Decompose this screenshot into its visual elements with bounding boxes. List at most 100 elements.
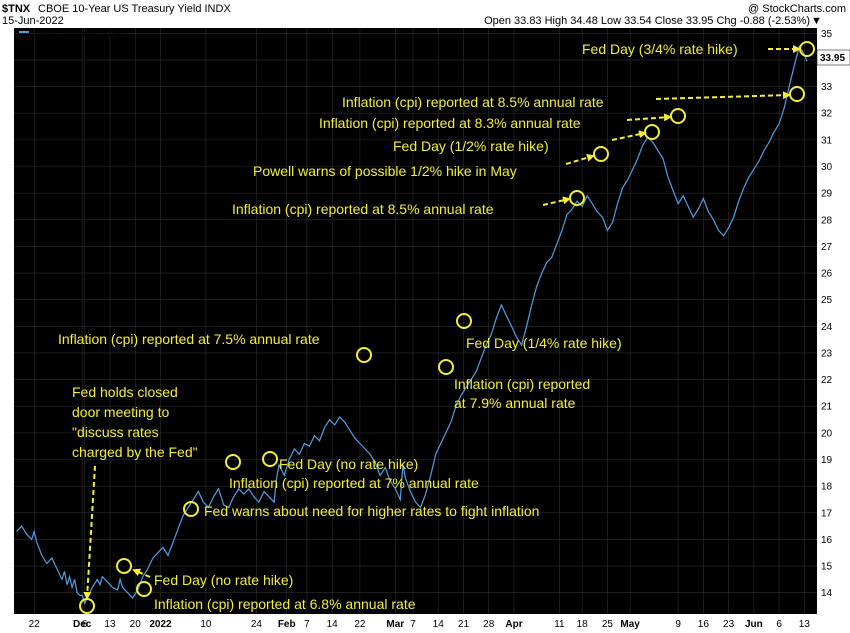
x-tick-label: 2022 — [149, 619, 172, 630]
annotation-arrow — [132, 568, 151, 578]
last-value-label: 33.95 — [820, 53, 845, 64]
x-tick-label: 28 — [483, 619, 495, 630]
series-line-tnx — [16, 45, 808, 605]
x-tick-label: 7 — [410, 619, 416, 630]
x-tick-label: 7 — [304, 619, 310, 630]
x-tick-label: Feb — [278, 619, 296, 630]
x-tick-label: 14 — [433, 619, 445, 630]
x-tick-label: 6 — [82, 619, 88, 630]
legend-label: $TNX (60 min) 33.95 — [32, 28, 125, 39]
x-tick-label: 13 — [104, 619, 116, 630]
symbol-label: $TNX — [2, 3, 31, 15]
annotation-text: Powell warns of possible 1/2% hike in Ma… — [253, 163, 517, 179]
x-tick-label: 22 — [354, 619, 366, 630]
grid-lines — [14, 28, 817, 614]
annotation-circle — [356, 347, 372, 363]
annotation-text: Fed Day (no rate hike) — [154, 572, 293, 588]
y-tick-label: 20 — [821, 428, 833, 439]
annotation-text: Inflation (cpi) reported at 8.5% annual … — [342, 94, 604, 110]
annotation-text: Inflation (cpi) reported at 6.8% annual … — [154, 596, 416, 612]
y-axis: 14 15 16 17 18 19 20 21 22 23 24 25 26 27 28 29 30 31 32 33… — [821, 29, 833, 599]
annotation-arrow — [626, 113, 672, 122]
y-tick-label: 25 — [821, 295, 833, 306]
x-tick-label: 10 — [200, 619, 212, 630]
annotation-circle — [456, 313, 472, 329]
annotation-text: Inflation (cpi) reported at 7.5% annual … — [58, 331, 320, 347]
y-tick-label: 16 — [821, 535, 833, 546]
x-tick-label: 6 — [776, 619, 782, 630]
annotation-circle — [136, 581, 152, 597]
y-tick-label: 23 — [821, 348, 833, 359]
annotation-circle — [438, 359, 454, 375]
x-tick-label: 16 — [698, 619, 710, 630]
change-down-icon: ▼ — [811, 15, 822, 27]
annotation-text: "discuss rates — [72, 424, 159, 440]
x-tick-label: 23 — [723, 619, 735, 630]
annotation-arrow — [83, 465, 96, 600]
annotation-circle — [116, 558, 132, 574]
y-tick-label: 32 — [821, 109, 833, 120]
annotation-arrow — [655, 91, 791, 100]
plot-area — [14, 28, 817, 614]
x-tick-label: 20 — [130, 619, 142, 630]
y-tick-label: 30 — [821, 162, 833, 173]
annotations: Fed Day (3/4% rate hike) Inflation (cpi) … — [58, 41, 815, 614]
annotation-text: Fed Day (1/4% rate hike) — [466, 335, 622, 351]
y-tick-label: 18 — [821, 482, 833, 493]
y-tick-label: 26 — [821, 269, 833, 280]
annotation-circle — [262, 451, 278, 467]
annotation-arrow — [611, 130, 647, 141]
instrument-name: CBOE 10-Year US Treasury Yield INDX — [38, 3, 231, 15]
y-tick-label: 21 — [821, 402, 833, 413]
date-label: 15-Jun-2022 — [2, 15, 64, 27]
x-tick-label: 9 — [675, 619, 681, 630]
annotation-text: Inflation (cpi) reported at 7% annual ra… — [229, 475, 479, 491]
annotation-text: Inflation (cpi) reported — [454, 376, 590, 392]
x-tick-label: 14 — [327, 619, 339, 630]
annotation-text: Fed warns about need for higher rates to… — [204, 503, 539, 519]
x-tick-label: 13 — [799, 619, 811, 630]
x-tick-label: 24 — [251, 619, 263, 630]
x-tick-label: 21 — [458, 619, 470, 630]
x-tick-label: 22 — [29, 619, 41, 630]
y-tick-label: 24 — [821, 322, 833, 333]
annotation-circle — [183, 501, 199, 517]
x-tick-label: Dec — [73, 619, 92, 630]
annotation-text: Inflation (cpi) reported at 8.5% annual … — [232, 201, 494, 217]
last-value-box — [816, 49, 850, 66]
annotation-text: Fed Day (3/4% rate hike) — [582, 41, 738, 57]
annotation-text: door meeting to — [72, 404, 169, 420]
x-tick-label: Mar — [386, 619, 404, 630]
watermark: @ StockCharts.com — [748, 3, 846, 15]
annotation-circle — [79, 598, 95, 614]
y-tick-label: 14 — [821, 588, 833, 599]
annotation-circle — [225, 454, 241, 470]
annotation-text: at 7.9% annual rate — [454, 395, 576, 411]
y-tick-label: 31 — [821, 135, 833, 146]
annotation-text: Fed Day (1/2% rate hike) — [393, 138, 549, 154]
x-tick-label: 25 — [602, 619, 614, 630]
y-tick-label: 17 — [821, 508, 833, 519]
annotation-text: Fed holds closed — [72, 384, 178, 400]
y-tick-label: 15 — [821, 562, 833, 573]
ohlc-readout: Open 33.83 High 34.48 Low 33.54 Close 33… — [484, 15, 810, 27]
annotation-arrow — [542, 196, 571, 206]
x-tick-label: Jun — [745, 619, 763, 630]
y-tick-label: 35 — [821, 29, 833, 40]
x-tick-label: Apr — [505, 619, 522, 630]
y-tick-label: 19 — [821, 455, 833, 466]
x-tick-label: May — [620, 619, 640, 630]
x-tick-label: 11 — [554, 619, 565, 630]
y-tick-label: 33 — [821, 82, 833, 93]
x-tick-label: 18 — [577, 619, 589, 630]
annotation-text: Inflation (cpi) reported at 8.3% annual … — [319, 115, 581, 131]
y-tick-label: 22 — [821, 375, 833, 386]
annotation-text: charged by the Fed" — [72, 444, 198, 460]
annotation-text: Fed Day (no rate hike) — [279, 456, 418, 472]
y-tick-label: 27 — [821, 242, 833, 253]
annotation-arrow — [565, 153, 595, 165]
y-tick-label: 29 — [821, 189, 833, 200]
y-tick-label: 28 — [821, 215, 833, 226]
